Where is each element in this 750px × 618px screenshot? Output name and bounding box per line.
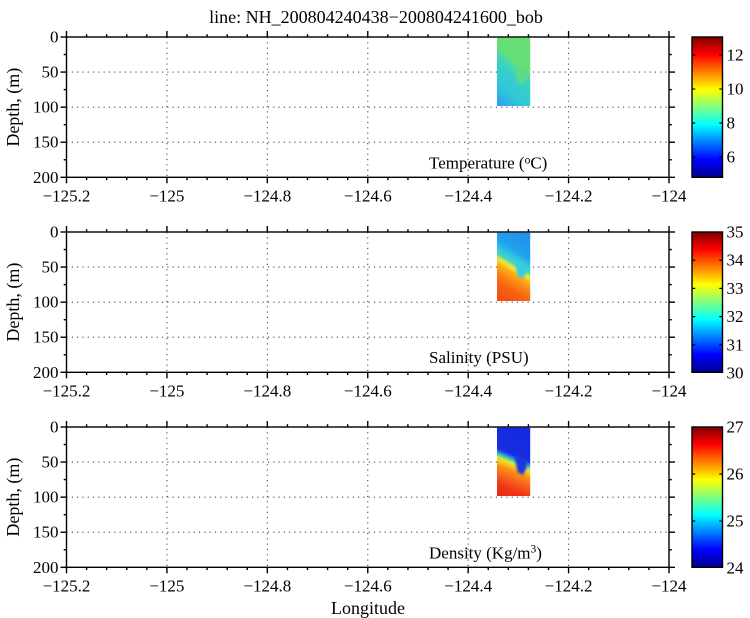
svg-text:30: 30 xyxy=(727,364,744,383)
svg-text:50: 50 xyxy=(42,258,59,277)
svg-text:0: 0 xyxy=(50,28,59,47)
svg-text:35: 35 xyxy=(727,223,744,242)
svg-text:Depth, (m): Depth, (m) xyxy=(3,68,24,147)
svg-text:200: 200 xyxy=(33,558,59,577)
svg-text:−124.6: −124.6 xyxy=(344,576,392,595)
svg-text:−124.4: −124.4 xyxy=(444,381,492,400)
svg-text:31: 31 xyxy=(727,335,744,354)
svg-text:24: 24 xyxy=(727,559,745,578)
svg-text:−124.8: −124.8 xyxy=(243,186,291,205)
svg-text:−124.4: −124.4 xyxy=(444,576,492,595)
svg-text:50: 50 xyxy=(42,453,59,472)
svg-text:0: 0 xyxy=(50,223,59,242)
svg-text:−124: −124 xyxy=(651,576,687,595)
svg-text:33: 33 xyxy=(727,279,744,298)
svg-text:line: NH_200804240438−20080424: line: NH_200804240438−200804241600_bob xyxy=(209,7,543,27)
svg-text:−125.2: −125.2 xyxy=(43,381,91,400)
svg-text:26: 26 xyxy=(727,465,744,484)
svg-text:−124.8: −124.8 xyxy=(243,576,291,595)
svg-text:−124: −124 xyxy=(651,186,687,205)
svg-text:−124.2: −124.2 xyxy=(545,186,593,205)
svg-text:−124.8: −124.8 xyxy=(243,381,291,400)
svg-text:−125: −125 xyxy=(149,381,184,400)
svg-text:100: 100 xyxy=(33,488,59,507)
svg-text:−125: −125 xyxy=(149,576,184,595)
svg-text:Salinity (PSU): Salinity (PSU) xyxy=(429,348,529,367)
svg-text:32: 32 xyxy=(727,307,744,326)
svg-text:150: 150 xyxy=(33,328,59,347)
svg-text:Depth, (m): Depth, (m) xyxy=(3,263,24,342)
svg-text:0: 0 xyxy=(50,418,59,437)
svg-text:27: 27 xyxy=(727,418,745,437)
svg-text:−125: −125 xyxy=(149,186,184,205)
svg-text:−124.4: −124.4 xyxy=(444,186,492,205)
svg-text:150: 150 xyxy=(33,523,59,542)
svg-text:−124.2: −124.2 xyxy=(545,576,593,595)
svg-text:150: 150 xyxy=(33,133,59,152)
svg-text:100: 100 xyxy=(33,293,59,312)
svg-text:−124.2: −124.2 xyxy=(545,381,593,400)
svg-text:Temperature (oC): Temperature (oC) xyxy=(429,154,547,173)
svg-text:50: 50 xyxy=(42,63,59,82)
svg-text:12: 12 xyxy=(727,46,744,65)
svg-text:200: 200 xyxy=(33,363,59,382)
svg-text:−125.2: −125.2 xyxy=(43,576,91,595)
svg-text:Density (Kg/m3): Density (Kg/m3) xyxy=(429,543,542,562)
svg-text:−124.6: −124.6 xyxy=(344,186,392,205)
svg-text:6: 6 xyxy=(727,148,736,167)
svg-text:8: 8 xyxy=(727,114,736,133)
svg-text:25: 25 xyxy=(727,512,744,531)
svg-text:34: 34 xyxy=(727,251,745,270)
svg-text:200: 200 xyxy=(33,168,59,187)
svg-text:Depth, (m): Depth, (m) xyxy=(3,458,24,537)
svg-text:−124.6: −124.6 xyxy=(344,381,392,400)
svg-text:−124: −124 xyxy=(651,381,687,400)
svg-text:100: 100 xyxy=(33,98,59,117)
svg-text:−125.2: −125.2 xyxy=(43,186,91,205)
svg-text:10: 10 xyxy=(727,80,744,99)
svg-text:Longitude: Longitude xyxy=(331,598,405,618)
